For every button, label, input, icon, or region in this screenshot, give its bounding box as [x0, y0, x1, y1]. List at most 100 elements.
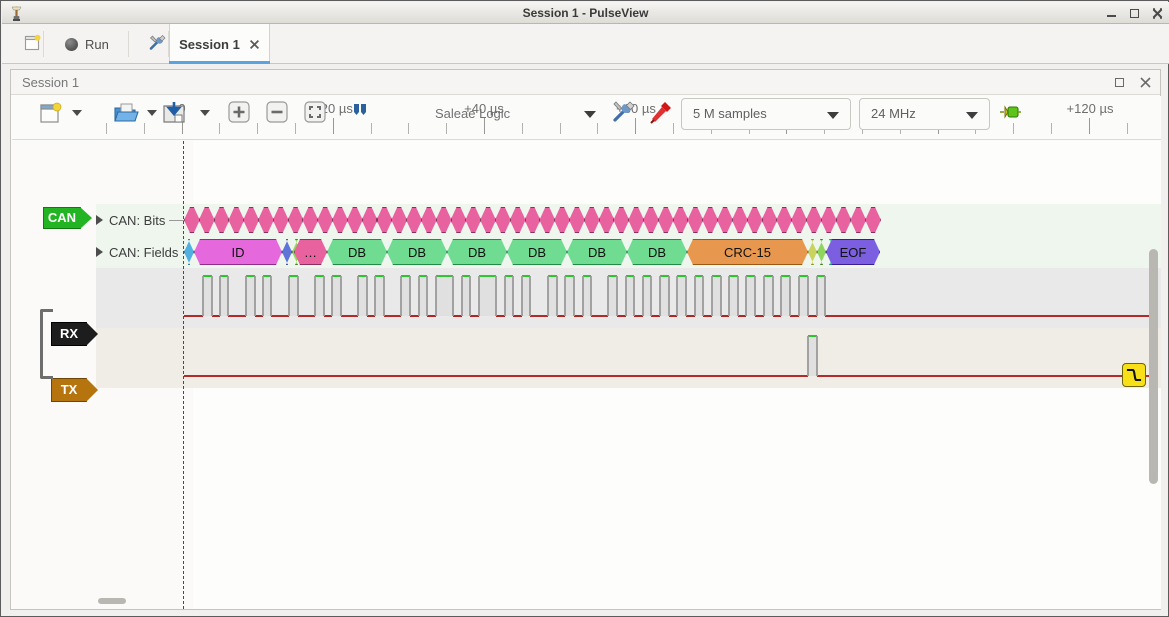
- annotation-bit[interactable]: [302, 207, 318, 233]
- annotation-bit[interactable]: [836, 207, 852, 233]
- channel-badge-rx[interactable]: RX: [51, 322, 98, 346]
- annotation-bit[interactable]: [495, 207, 511, 233]
- zoom-fit-button[interactable]: [301, 98, 333, 130]
- decoder-row-fields[interactable]: CAN: Fields: [96, 236, 178, 268]
- annotation-bit[interactable]: [273, 207, 289, 233]
- annotation-bit[interactable]: [184, 207, 200, 233]
- minimize-button[interactable]: [1106, 8, 1117, 19]
- annotation-bit[interactable]: [658, 207, 674, 233]
- annotation-bit[interactable]: [539, 207, 555, 233]
- annotation-bit[interactable]: [465, 207, 481, 233]
- tab-session-1[interactable]: Session 1: [169, 24, 270, 64]
- annotation-bit[interactable]: [362, 207, 378, 233]
- new-file-button[interactable]: [35, 98, 67, 130]
- annotation-bit[interactable]: [865, 207, 881, 233]
- annotation-bit[interactable]: [421, 207, 437, 233]
- annotation-field[interactable]: [808, 239, 817, 265]
- annotation-field-db[interactable]: DB: [327, 239, 387, 265]
- annotation-field-db[interactable]: DB: [387, 239, 447, 265]
- close-button[interactable]: [1152, 7, 1163, 19]
- annotation-bit[interactable]: [569, 207, 585, 233]
- annotation-bit[interactable]: [599, 207, 615, 233]
- annotation-field-[interactable]: …: [294, 239, 327, 265]
- decoder-badge-can[interactable]: CAN: [43, 207, 93, 229]
- annotation-bit[interactable]: [347, 207, 363, 233]
- annotation-field-eof[interactable]: EOF: [826, 239, 880, 265]
- annotation-field-db[interactable]: DB: [447, 239, 507, 265]
- new-file-dropdown-caret[interactable]: [72, 110, 82, 116]
- annotation-bit[interactable]: [776, 207, 792, 233]
- session-settings-button[interactable]: [135, 24, 180, 64]
- annotation-bit[interactable]: [510, 207, 526, 233]
- annotation-bit[interactable]: [480, 207, 496, 233]
- dock-close-button[interactable]: [1139, 76, 1152, 89]
- annotation-bit[interactable]: [243, 207, 259, 233]
- new-session-button[interactable]: [10, 24, 54, 64]
- annotation-bit[interactable]: [288, 207, 304, 233]
- annotation-bit[interactable]: [391, 207, 407, 233]
- annotation-bit[interactable]: [258, 207, 274, 233]
- annotation-bit[interactable]: [554, 207, 570, 233]
- horizontal-scrollbar[interactable]: [98, 598, 126, 604]
- save-file-dropdown-caret[interactable]: [200, 110, 210, 116]
- decoder-row-bits[interactable]: CAN: Bits: [96, 204, 165, 236]
- annotation-bit[interactable]: [687, 207, 703, 233]
- run-button[interactable]: Run: [52, 24, 122, 64]
- trigger-probe-button[interactable]: [647, 98, 679, 130]
- annotation-bit[interactable]: [436, 207, 452, 233]
- annotation-bit[interactable]: [673, 207, 689, 233]
- annotation-bit[interactable]: [806, 207, 822, 233]
- sample-count-selector[interactable]: 5 M samples: [681, 98, 851, 130]
- annotation-bit[interactable]: [791, 207, 807, 233]
- sample-rate-selector[interactable]: 24 MHz: [859, 98, 990, 130]
- annotation-field-db[interactable]: DB: [567, 239, 627, 265]
- annotation-field-id[interactable]: ID: [194, 239, 282, 265]
- maximize-button[interactable]: [1129, 8, 1140, 19]
- device-config-button[interactable]: [610, 98, 642, 130]
- annotation-bit[interactable]: [584, 207, 600, 233]
- annotation-bit[interactable]: [702, 207, 718, 233]
- trace-view[interactable]: CAN CAN: Bits CAN: Fields RX TX: [12, 141, 1161, 609]
- annotation-bit[interactable]: [850, 207, 866, 233]
- vertical-scrollbar[interactable]: [1149, 249, 1158, 484]
- annotation-field-crc15[interactable]: CRC-15: [687, 239, 808, 265]
- waveform-tx[interactable]: [12, 330, 1161, 386]
- annotation-bit[interactable]: [317, 207, 333, 233]
- annotation-bit[interactable]: [199, 207, 215, 233]
- annotation-bit[interactable]: [332, 207, 348, 233]
- trigger-marker-badge[interactable]: [1122, 363, 1146, 387]
- open-file-button[interactable]: [110, 98, 142, 130]
- annotation-bit[interactable]: [821, 207, 837, 233]
- annotation-bit[interactable]: [377, 207, 393, 233]
- show-cursors-button[interactable]: [346, 98, 378, 130]
- annotation-bit[interactable]: [214, 207, 230, 233]
- annotation-bit[interactable]: [732, 207, 748, 233]
- time-cursor-zero[interactable]: [183, 141, 184, 609]
- channel-badge-tx[interactable]: TX: [51, 378, 98, 402]
- device-selector[interactable]: Saleae Logic: [435, 98, 600, 130]
- annotation-bit[interactable]: [643, 207, 659, 233]
- expand-triangle-icon[interactable]: [96, 247, 103, 257]
- annotation-bit[interactable]: [228, 207, 244, 233]
- annotation-field[interactable]: [817, 239, 826, 265]
- annotation-field-db[interactable]: DB: [507, 239, 567, 265]
- annotation-bit[interactable]: [628, 207, 644, 233]
- annotation-bit[interactable]: [747, 207, 763, 233]
- tab-close-icon[interactable]: [249, 39, 260, 50]
- annotation-bit[interactable]: [613, 207, 629, 233]
- zoom-out-button[interactable]: [263, 98, 295, 130]
- annotation-bit[interactable]: [451, 207, 467, 233]
- annotation-bit[interactable]: [525, 207, 541, 233]
- save-file-button[interactable]: [159, 98, 191, 130]
- annotation-bit[interactable]: [406, 207, 422, 233]
- annotation-field[interactable]: [184, 239, 194, 265]
- expand-triangle-icon[interactable]: [96, 215, 103, 225]
- zoom-in-button[interactable]: [225, 98, 257, 130]
- annotation-field[interactable]: [282, 239, 292, 265]
- annotation-field-db[interactable]: DB: [627, 239, 687, 265]
- annotation-bit[interactable]: [762, 207, 778, 233]
- run-stop-indicator[interactable]: [996, 98, 1024, 130]
- dock-float-button[interactable]: [1113, 76, 1126, 89]
- waveform-rx[interactable]: [12, 270, 1161, 326]
- annotation-bit[interactable]: [717, 207, 733, 233]
